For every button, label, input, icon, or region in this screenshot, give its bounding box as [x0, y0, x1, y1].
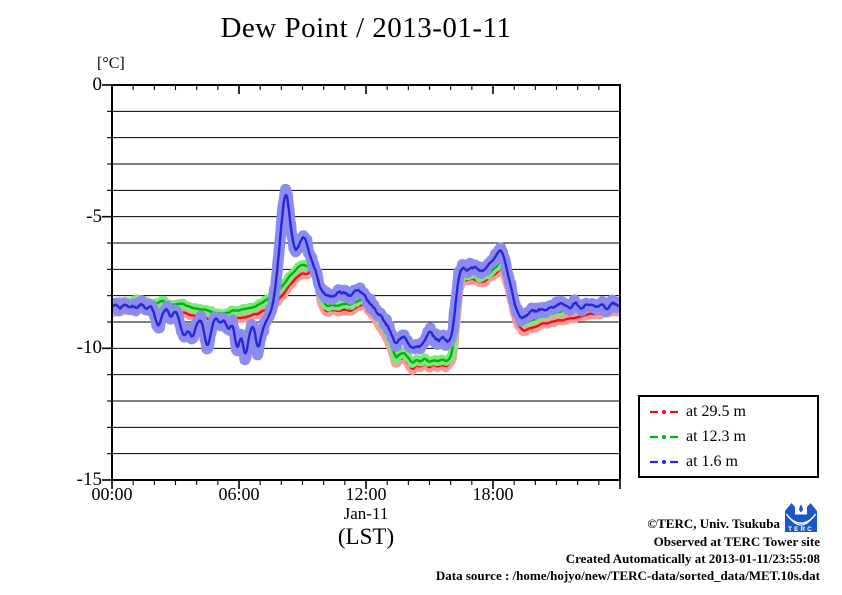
- legend-line-sample-icon: [650, 459, 678, 464]
- x-axis-date-label: Jan-11: [343, 504, 389, 523]
- credit-copyright: ©TERC, Univ. Tsukuba: [647, 516, 780, 531]
- credit-observed-site: Observed at TERC Tower site: [653, 534, 820, 549]
- y-tick-label: -5: [86, 205, 102, 227]
- legend-label: at 12.3 m: [686, 427, 746, 445]
- series-band-at-1-6-m: [113, 183, 619, 366]
- y-axis-unit-label: [°C]: [97, 55, 125, 72]
- series-line-at-1-6-m: [113, 193, 619, 355]
- legend-label: at 29.5 m: [686, 402, 746, 420]
- terc-logo-arc-inner: [789, 517, 813, 526]
- terc-logo-icon: TERC: [785, 503, 817, 533]
- legend: at 29.5 m at 12.3 m at 1.6 m: [638, 395, 819, 478]
- plot-border: [111, 84, 621, 481]
- terc-logo-text: TERC: [788, 526, 814, 533]
- credit-created-timestamp: Created Automatically at 2013-01-11/23:5…: [565, 551, 820, 566]
- legend-row: at 29.5 m: [640, 403, 817, 421]
- credit-data-source: Data source : /home/hojyo/new/TERC-data/…: [435, 568, 820, 583]
- y-tick-label: -10: [76, 337, 102, 359]
- legend-row: at 12.3 m: [640, 428, 817, 446]
- x-axis-timezone-label: (LST): [337, 524, 395, 549]
- x-tick-label: 12:00: [345, 484, 387, 504]
- x-tick-label: 00:00: [91, 484, 133, 504]
- legend-line-sample-icon: [650, 409, 678, 414]
- terc-logo-droplet: [799, 504, 803, 513]
- legend-row: at 1.6 m: [640, 453, 817, 471]
- x-tick-label: 18:00: [472, 484, 514, 504]
- chart-title: Dew Point / 2013-01-11: [220, 12, 512, 44]
- y-tick-label: 0: [92, 74, 103, 95]
- legend-line-sample-icon: [650, 434, 678, 439]
- x-tick-label: 06:00: [218, 484, 260, 504]
- y-tick-label: -15: [76, 469, 102, 490]
- terc-logo-body: [785, 503, 817, 532]
- legend-label: at 1.6 m: [686, 452, 738, 470]
